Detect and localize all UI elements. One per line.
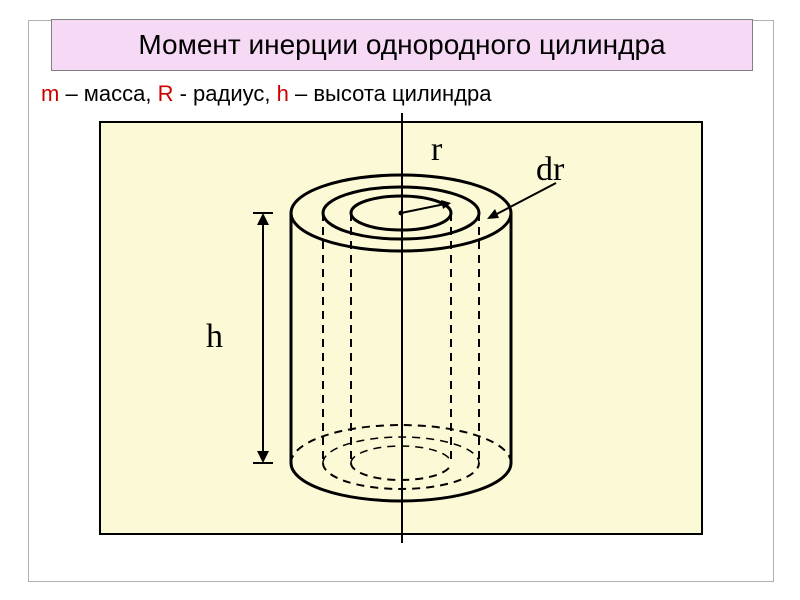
center-dot: [399, 211, 404, 216]
legend-R-desc: - радиус,: [174, 81, 277, 106]
legend-R: R: [158, 81, 174, 106]
label-dr: dr: [536, 151, 564, 189]
bottom-inner-front: [351, 463, 451, 480]
bottom-ring-front: [323, 463, 479, 489]
legend-m: m: [41, 81, 59, 106]
bottom-inner-back: [351, 446, 451, 463]
r-arrow-line: [401, 204, 445, 213]
legend-h: h: [277, 81, 289, 106]
legend-m-desc: – масса,: [59, 81, 157, 106]
legend: m – масса, R - радиус, h – высота цилинд…: [41, 81, 491, 107]
diagram-box: r dr h: [99, 121, 703, 535]
h-arrow-top: [257, 213, 269, 225]
legend-h-desc: – высота цилиндра: [289, 81, 492, 106]
label-h: h: [206, 318, 223, 356]
title-bar: Момент инерции однородного цилиндра: [51, 19, 753, 71]
h-arrow-bot: [257, 451, 269, 463]
slide-frame: Момент инерции однородного цилиндра m – …: [28, 20, 774, 582]
title-text: Момент инерции однородного цилиндра: [138, 29, 665, 61]
label-r: r: [431, 131, 442, 169]
cylinder-svg: [101, 123, 701, 533]
bottom-ring-back: [323, 437, 479, 463]
dr-arrow-head: [487, 209, 499, 219]
